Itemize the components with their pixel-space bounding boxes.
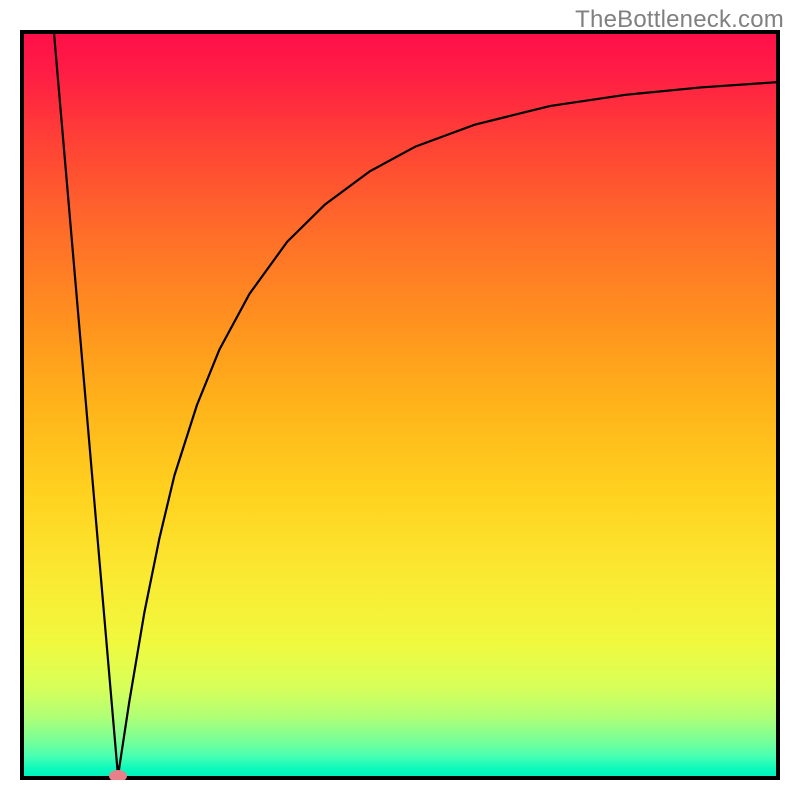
gradient-background	[24, 34, 776, 776]
watermark-text: TheBottleneck.com	[575, 6, 784, 34]
plot-area	[20, 30, 780, 780]
chart-container: TheBottleneck.com	[0, 0, 800, 800]
chart-svg	[20, 30, 780, 780]
